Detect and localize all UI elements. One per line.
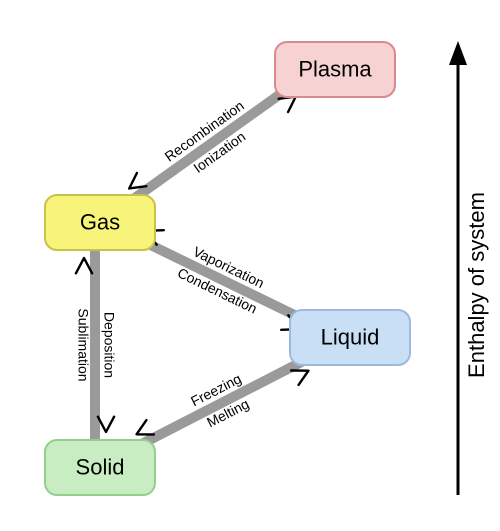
edge-arrow-solid-liquid-upper bbox=[137, 420, 154, 434]
node-liquid: Liquid bbox=[290, 310, 410, 365]
node-solid: Solid bbox=[45, 440, 155, 495]
edge-label-gas-solid-left: Deposition bbox=[101, 312, 117, 378]
edge-label-gas-solid-right: Sublimation bbox=[75, 308, 91, 381]
edge-arrow-gas-solid-left bbox=[98, 417, 114, 432]
edge-arrow-solid-liquid-lower bbox=[291, 371, 308, 385]
edge-arrow-gas-solid-right bbox=[76, 258, 92, 273]
edge-solid-liquid bbox=[130, 355, 315, 450]
enthalpy-axis-arrowhead bbox=[449, 41, 467, 65]
enthalpy-axis-label: Enthalpy of system bbox=[464, 192, 489, 378]
edge-arrow-gas-plasma-upper bbox=[129, 173, 146, 188]
edge-arrow-gas-plasma-lower bbox=[279, 97, 296, 112]
node-label-plasma: Plasma bbox=[298, 56, 372, 81]
node-gas: Gas bbox=[45, 195, 155, 250]
node-label-liquid: Liquid bbox=[321, 324, 380, 349]
edge-gas-plasma bbox=[125, 80, 300, 205]
edge-gas-liquid bbox=[130, 235, 315, 325]
node-label-gas: Gas bbox=[80, 209, 120, 234]
node-label-solid: Solid bbox=[76, 454, 125, 479]
node-plasma: Plasma bbox=[275, 42, 395, 97]
